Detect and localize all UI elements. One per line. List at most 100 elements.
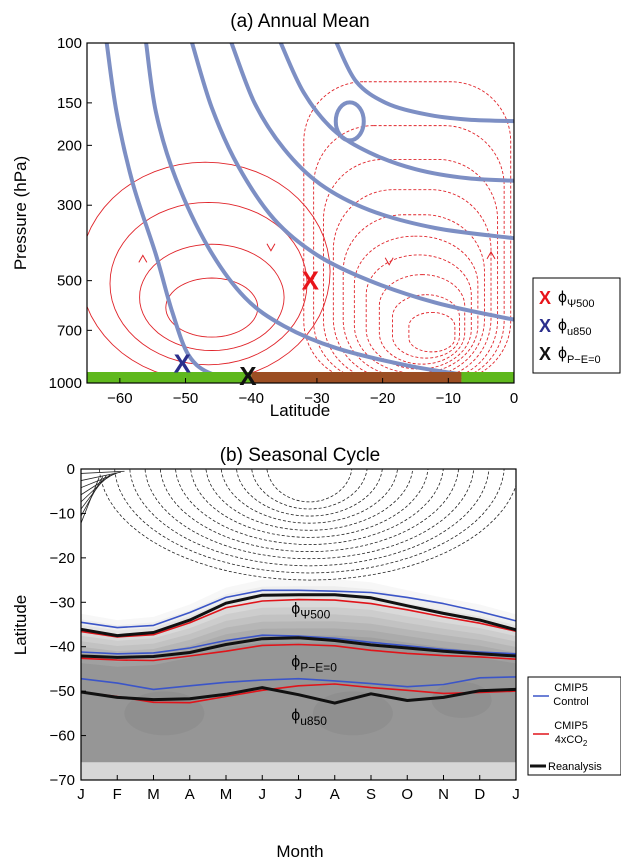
circulation-arrow xyxy=(486,250,496,260)
dashed-contour xyxy=(251,469,368,510)
y-tick-label: 150 xyxy=(57,95,82,112)
y-tick-label: −60 xyxy=(50,728,75,745)
shaded-blob xyxy=(431,682,492,719)
streamfunction-contour xyxy=(342,214,485,377)
dashed-contour xyxy=(236,469,383,517)
x-tick-label: −50 xyxy=(173,390,198,407)
x-tick-label: −60 xyxy=(107,390,132,407)
legend-label: 4xCO2 xyxy=(555,734,588,748)
dashed-contours xyxy=(81,469,516,581)
dashed-contour xyxy=(144,469,474,560)
series-line-pe0 xyxy=(81,643,516,662)
legend-entry: CMIP5 Control xyxy=(533,682,589,708)
circulation-arrow xyxy=(138,254,148,263)
y-tick-label: 300 xyxy=(57,197,82,214)
zonal-wind-contour xyxy=(334,43,514,124)
x-tick-label: D xyxy=(474,786,485,803)
dashed-contour xyxy=(175,469,444,545)
panel-a-legend-box xyxy=(532,277,621,374)
panel-b-axes: J F M A M J J A S O N D J 0 −10 −20 −30 −40 −50 −60 −70 xyxy=(50,461,520,803)
streamfunction-contour xyxy=(323,158,499,381)
solid-contour xyxy=(81,471,121,481)
solid-contour xyxy=(81,473,114,496)
surface-bar xyxy=(87,372,514,383)
panel-a-axes: −60 −50 −40 −30 −20 −10 0 100 150 200 300 500 700 100… xyxy=(49,35,519,407)
x-tick-label: 0 xyxy=(510,390,518,407)
x-tick-label: A xyxy=(330,786,340,803)
series-line-u850 xyxy=(81,683,516,704)
legend-label: CMIP5 xyxy=(554,720,588,732)
latitude-marker: X xyxy=(239,361,257,391)
legend-marker: X xyxy=(539,344,551,364)
panel-a-title: (a) Annual Mean xyxy=(230,11,369,32)
dashed-contour xyxy=(99,469,516,581)
streamfunction-contour xyxy=(392,294,460,359)
streamfunction-contour xyxy=(332,189,492,379)
y-tick-label: 200 xyxy=(57,137,82,154)
x-tick-label: −20 xyxy=(370,390,395,407)
legend-label: CMIP5 xyxy=(554,682,588,694)
series-line-pe0 xyxy=(81,634,516,655)
streamfunction-contour xyxy=(378,274,466,365)
zonal-wind-contour xyxy=(229,43,514,241)
zonal-wind-contours xyxy=(104,43,514,381)
streamfunction-contour xyxy=(109,201,308,366)
legend-label: ϕP−E=0 xyxy=(558,345,601,366)
panel-a: (a) Annual Mean −60 −50 −40 −30 −20 −10 0 100 15… xyxy=(11,11,621,420)
panel-b: (b) Seasonal Cycle J F M A M J J A S O N D J 0 −10 −20 −… xyxy=(11,445,621,861)
x-tick-label: M xyxy=(147,786,160,803)
series-line-psi500 xyxy=(81,598,516,638)
dashed-contour xyxy=(266,469,353,503)
series-annotation: ϕP−E=0 xyxy=(291,654,337,675)
x-tick-label: −40 xyxy=(239,390,264,407)
x-tick-label: A xyxy=(185,786,195,803)
circulation-arrow xyxy=(384,257,394,266)
x-tick-label: J xyxy=(295,786,303,803)
legend-label: ϕΨ500 xyxy=(558,289,595,310)
series-annotation: ϕu850 xyxy=(291,707,327,728)
legend-label: Reanalysis xyxy=(548,761,602,773)
series-line-u850 xyxy=(81,686,516,705)
latitude-marker: X xyxy=(174,348,192,378)
solid-contour xyxy=(81,474,111,503)
series-line-psi500 xyxy=(81,589,516,629)
legend-marker: X xyxy=(539,316,551,336)
series-line-u850 xyxy=(81,676,516,691)
legend-entry: Reanalysis xyxy=(530,761,602,773)
streamfunction-contour xyxy=(353,235,479,374)
x-tick-label: −30 xyxy=(304,390,329,407)
zonal-wind-contour xyxy=(278,43,514,183)
dashed-contour xyxy=(114,469,505,574)
series-line-pe0 xyxy=(81,636,516,659)
y-tick-label: −70 xyxy=(50,772,75,789)
panel-b-legend: CMIP5 Control CMIP5 4xCO2 Reanalysis xyxy=(527,676,621,776)
y-tick-label: 100 xyxy=(57,35,82,52)
y-tick-label: −30 xyxy=(50,594,75,611)
x-tick-label: M xyxy=(220,786,233,803)
panel-b-legend-box xyxy=(527,676,621,776)
y-tick-label: −20 xyxy=(50,550,75,567)
dashed-contour xyxy=(205,469,414,531)
legend-label: ϕu850 xyxy=(558,317,591,338)
series-line-psi500 xyxy=(81,593,516,638)
x-tick-label: N xyxy=(438,786,449,803)
y-tick-label: −10 xyxy=(50,505,75,522)
solid-contour xyxy=(81,470,125,474)
y-tick-label: −40 xyxy=(50,639,75,656)
legend-marker: X xyxy=(539,288,551,308)
x-tick-label: O xyxy=(401,786,413,803)
latitude-marker: X xyxy=(302,266,320,296)
streamfunction-contour xyxy=(408,311,456,353)
zonal-wind-contour xyxy=(104,43,250,381)
y-tick-label: 0 xyxy=(67,461,75,478)
dashed-contour xyxy=(190,469,429,538)
x-tick-label: J xyxy=(512,786,520,803)
y-tick-label: 1000 xyxy=(49,375,82,392)
x-tick-label: S xyxy=(366,786,376,803)
panel-a-xlabel: Latitude xyxy=(270,401,331,420)
dashed-contour xyxy=(159,469,459,553)
